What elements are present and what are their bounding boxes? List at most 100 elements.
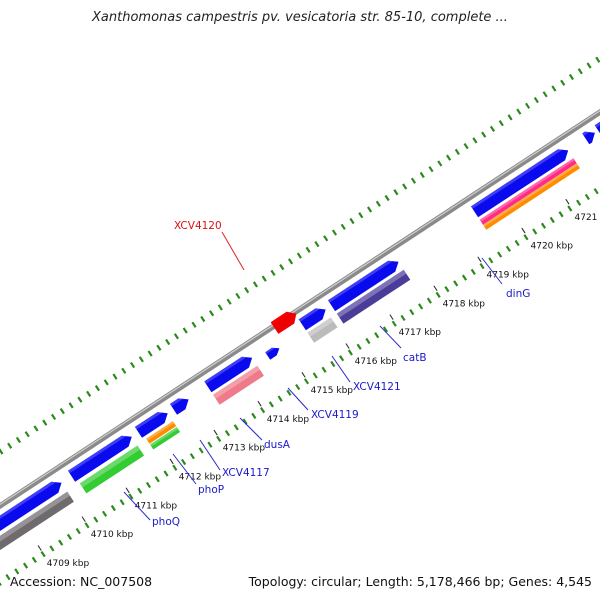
cds-arrow	[582, 131, 595, 145]
gc-dot	[586, 62, 592, 69]
cog-bar	[0, 491, 74, 551]
gc-dot	[523, 234, 529, 241]
gc-dot	[461, 274, 468, 281]
gc-dot	[182, 327, 188, 334]
kbp-tick-label: 4721 kbp	[575, 213, 600, 223]
kbp-tick-label: 4710 kbp	[91, 530, 134, 540]
gene-label[interactable]: XCV4119	[311, 409, 359, 421]
gc-dot	[323, 235, 329, 242]
tick-mark	[125, 487, 130, 494]
gc-dot	[288, 258, 294, 265]
gc-dot	[481, 131, 487, 138]
gc-dot	[93, 516, 99, 523]
kbp-tick-label: 4715 kbp	[311, 386, 354, 396]
gc-dot	[358, 212, 364, 219]
cds-arrow	[298, 308, 326, 331]
gc-dot	[129, 361, 136, 369]
genome-summary: Topology: circular; Length: 5,178,466 bp…	[248, 574, 592, 589]
cds-arrow	[134, 412, 168, 438]
gc-dot	[330, 360, 336, 368]
gene-xcv4120	[270, 311, 297, 334]
gc-dot	[295, 383, 301, 391]
gc-dot	[0, 582, 2, 587]
gc-dot	[533, 96, 539, 104]
kbp-tick-label: 4716 kbp	[355, 357, 398, 367]
gc-dot	[489, 125, 496, 132]
gc-dot	[382, 326, 389, 333]
gc-dot	[261, 275, 267, 282]
kbp-tick-label: 4712 kbp	[179, 473, 222, 483]
kbp-tick-label: 4718 kbp	[443, 299, 486, 309]
gc-dot	[233, 424, 239, 431]
gc-dot	[119, 499, 125, 506]
gc-dot	[437, 160, 443, 167]
backbone-line	[0, 108, 600, 510]
gc-dot	[321, 366, 327, 373]
gene-label-layer: XCV4120 phoQ phoP XCV4117 dusA XCV4119 XCV4121…	[123, 220, 530, 528]
gc-dot	[33, 425, 39, 432]
gc-dot	[286, 389, 292, 396]
gc-dot	[525, 102, 531, 109]
gc-dot	[507, 114, 513, 121]
gc-dot	[154, 476, 160, 483]
gene-label[interactable]: catB	[403, 352, 427, 364]
cog-bar	[146, 421, 177, 444]
gc-dot	[86, 390, 92, 397]
gc-dot	[279, 264, 285, 271]
gc-dot	[560, 79, 566, 86]
gene-label[interactable]: dusA	[264, 439, 291, 451]
gc-dot	[244, 287, 250, 294]
cds-arrow	[0, 481, 62, 531]
gene-label[interactable]: phoQ	[152, 516, 180, 528]
gc-dot	[375, 200, 381, 207]
gc-dot	[374, 332, 380, 339]
gene-label[interactable]: XCV4117	[222, 467, 270, 479]
cog-bar	[213, 365, 264, 405]
gc-dot	[226, 298, 232, 305]
gc-dot	[31, 556, 37, 563]
gc-dot	[251, 412, 257, 419]
gc-dot	[68, 402, 74, 409]
gc-dot	[444, 286, 450, 293]
gc-dot	[268, 401, 274, 408]
label-leader-line	[239, 417, 263, 441]
gc-dot	[479, 262, 485, 270]
gc-dot	[551, 85, 557, 92]
gc-dot	[593, 188, 599, 195]
gc-dot	[435, 291, 441, 298]
genome-backbone	[0, 108, 600, 510]
cds-arrow	[471, 149, 569, 218]
gc-dot	[191, 321, 197, 328]
gc-dot	[393, 189, 399, 196]
gc-dot	[314, 240, 320, 248]
gc-dot	[84, 522, 90, 529]
gc-dot	[224, 430, 231, 437]
tick-mark	[37, 545, 42, 551]
tick-mark	[477, 256, 482, 263]
gene-label[interactable]: phoP	[198, 484, 224, 496]
gc-dot	[121, 367, 127, 374]
gc-dot	[59, 408, 65, 415]
gc-dot	[542, 91, 548, 98]
cds-arrow	[170, 398, 189, 415]
cog-bar	[336, 269, 411, 324]
gene-label[interactable]: dinG	[506, 288, 530, 300]
gc-dot	[172, 464, 178, 471]
gc-dot	[102, 510, 108, 517]
cog-bar	[150, 427, 181, 450]
gc-dot	[595, 56, 600, 63]
gc-dot	[110, 504, 116, 512]
gc-dot	[112, 373, 118, 380]
gene-label[interactable]: XCV4120	[174, 220, 222, 232]
cds-arrow	[328, 260, 399, 312]
gc-dot	[340, 223, 346, 230]
gc-dot	[0, 448, 4, 455]
kbp-tick-label: 4714 kbp	[267, 415, 310, 425]
gc-dot	[15, 436, 21, 444]
label-leader-line	[287, 387, 309, 411]
gc-dot	[365, 337, 371, 345]
kbp-tick-label: 4711 kbp	[135, 501, 178, 511]
gene-label[interactable]: XCV4121	[353, 381, 401, 393]
